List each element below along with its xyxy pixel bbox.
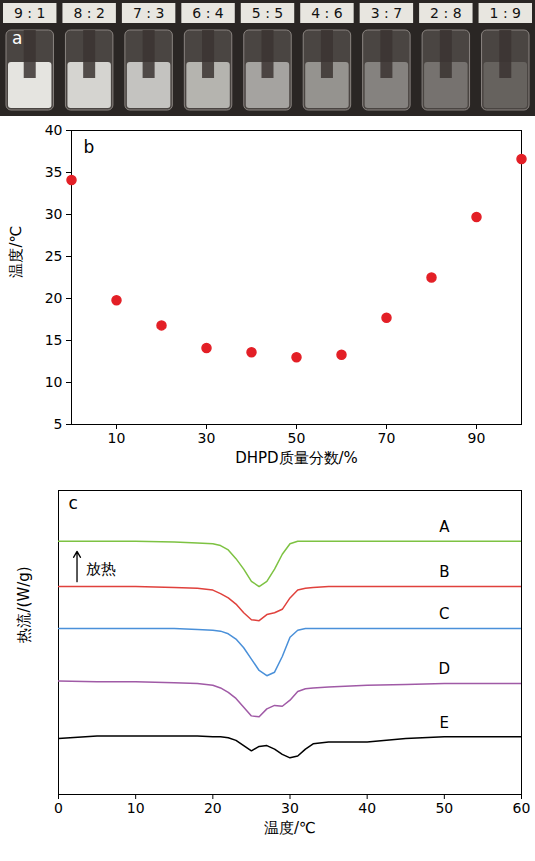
svg-text:20: 20 [45, 290, 63, 306]
svg-text:8 : 2: 8 : 2 [73, 5, 104, 21]
svg-text:50: 50 [435, 800, 453, 816]
svg-text:40: 40 [45, 122, 63, 138]
svg-text:9 : 1: 9 : 1 [14, 5, 45, 21]
svg-text:A: A [439, 518, 450, 536]
svg-text:4 : 6: 4 : 6 [311, 5, 343, 21]
svg-text:70: 70 [378, 430, 396, 446]
svg-text:D: D [439, 660, 451, 678]
svg-text:3 : 7: 3 : 7 [371, 5, 402, 21]
svg-text:E: E [440, 714, 449, 732]
svg-text:1 : 9: 1 : 9 [490, 5, 521, 21]
svg-text:10: 10 [127, 800, 145, 816]
svg-text:0: 0 [54, 800, 63, 816]
svg-text:25: 25 [45, 248, 63, 264]
svg-text:10: 10 [108, 430, 126, 446]
svg-text:15: 15 [45, 332, 63, 348]
svg-text:90: 90 [468, 430, 486, 446]
svg-text:B: B [439, 563, 449, 581]
svg-text:C: C [439, 605, 449, 623]
svg-text:2 : 8: 2 : 8 [430, 5, 461, 21]
svg-text:热流/(W/g): 热流/(W/g) [15, 566, 33, 642]
svg-text:20: 20 [204, 800, 222, 816]
svg-text:放热: 放热 [86, 560, 116, 578]
svg-text:DHPD质量分数/%: DHPD质量分数/% [235, 449, 358, 467]
svg-text:60: 60 [513, 800, 531, 816]
svg-text:a: a [12, 28, 22, 48]
svg-text:50: 50 [288, 430, 306, 446]
svg-text:30: 30 [45, 206, 63, 222]
svg-text:7 : 3: 7 : 3 [133, 5, 164, 21]
svg-text:30: 30 [198, 430, 216, 446]
svg-text:c: c [69, 493, 78, 513]
svg-text:b: b [84, 137, 95, 157]
svg-text:30: 30 [281, 800, 299, 816]
svg-text:5 : 5: 5 : 5 [252, 5, 283, 21]
svg-text:温度/℃: 温度/℃ [264, 819, 316, 837]
svg-text:温度/℃: 温度/℃ [7, 226, 25, 278]
svg-text:40: 40 [358, 800, 376, 816]
svg-text:10: 10 [45, 374, 63, 390]
svg-text:6 : 4: 6 : 4 [192, 5, 224, 21]
svg-text:5: 5 [54, 416, 63, 432]
svg-text:35: 35 [45, 164, 63, 180]
